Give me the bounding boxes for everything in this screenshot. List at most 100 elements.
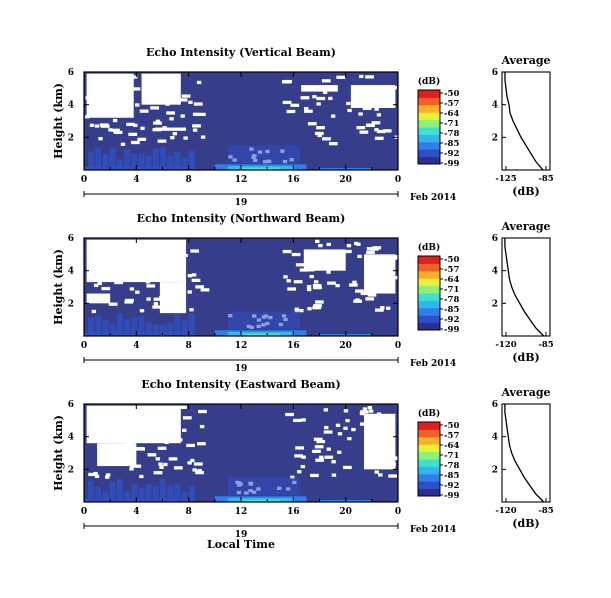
echo-streak xyxy=(138,153,145,170)
echo-streak xyxy=(87,151,95,170)
missing-data-cell xyxy=(147,453,157,457)
missing-data-cell xyxy=(161,96,170,100)
missing-data-cell xyxy=(130,140,140,145)
profile-y-tick-label: 2 xyxy=(492,133,498,143)
missing-data-cell xyxy=(129,467,134,471)
missing-data-cell xyxy=(112,250,117,254)
missing-data-cell xyxy=(153,297,163,301)
missing-data-cell xyxy=(165,102,170,106)
missing-data-cell xyxy=(99,426,109,430)
missing-data-cell xyxy=(98,137,103,141)
missing-data-cell xyxy=(139,474,144,479)
missing-data-cell xyxy=(120,142,126,146)
echo-streak xyxy=(181,157,188,170)
missing-data-cell xyxy=(182,416,192,420)
colorbar-tick-label: -92 xyxy=(444,149,459,159)
missing-data-cell xyxy=(291,252,301,257)
missing-data-cell xyxy=(138,406,143,410)
missing-data-cell xyxy=(118,412,127,417)
echo-streak xyxy=(109,323,116,336)
missing-data-cell xyxy=(388,256,398,260)
colorbar-tick-label: -50 xyxy=(444,421,459,431)
missing-data-cell xyxy=(384,263,394,268)
missing-data-cell xyxy=(188,100,193,104)
echo-streak xyxy=(102,491,109,502)
colorbar-tick-label: -71 xyxy=(444,285,459,295)
missing-data-cell xyxy=(369,281,378,285)
missing-data-cell xyxy=(376,129,386,134)
missing-data-cell xyxy=(145,80,155,84)
missing-data-cell xyxy=(124,440,134,444)
missing-data-cell xyxy=(397,417,407,422)
missing-data-cell xyxy=(307,122,317,126)
colorbar-segment xyxy=(418,473,440,482)
colorbar-segment xyxy=(418,256,440,264)
missing-data-cell xyxy=(377,420,382,424)
missing-data-cell xyxy=(88,472,97,477)
profile-line xyxy=(504,238,545,337)
missing-data-cell xyxy=(168,410,178,415)
missing-data-cell xyxy=(103,272,108,277)
missing-data-cell xyxy=(121,96,131,100)
panel-0: Echo Intensity (Vertical Beam) 0 4 8 12 16 20 0… xyxy=(52,46,554,208)
colorbar-segment xyxy=(418,149,440,158)
missing-data-cell xyxy=(173,265,178,269)
missing-data-cell xyxy=(343,426,348,430)
colorbar-segment xyxy=(418,97,440,106)
missing-data-cell xyxy=(326,270,331,274)
day-label: 19 xyxy=(235,364,248,374)
x-tick-label: 16 xyxy=(287,341,300,351)
colorbar-segment xyxy=(418,481,440,490)
echo-streak xyxy=(131,316,138,336)
missing-data-cell xyxy=(191,273,197,277)
missing-data-cell xyxy=(380,306,385,310)
profile-line xyxy=(504,72,544,171)
missing-data-cell xyxy=(362,407,368,411)
missing-data-cell xyxy=(359,422,369,426)
profile-x-tick-label: -120 xyxy=(495,340,516,350)
missing-data-cell xyxy=(374,470,379,474)
missing-data-cell xyxy=(316,439,326,444)
missing-data-cell xyxy=(379,268,389,272)
echo-streak xyxy=(123,319,131,336)
x-tick-label: 8 xyxy=(186,341,192,351)
missing-data-cell xyxy=(313,304,322,308)
missing-data-cell xyxy=(100,124,110,128)
colorbar-segment xyxy=(418,488,440,497)
missing-data-cell xyxy=(307,87,313,92)
missing-data-cell xyxy=(359,130,369,134)
colorbar-unit: (dB) xyxy=(418,242,440,253)
missing-data-cell xyxy=(170,269,180,273)
missing-data-cell xyxy=(324,455,334,459)
colorbar-segment xyxy=(418,156,440,165)
missing-data-cell xyxy=(91,87,96,91)
missing-data-cell xyxy=(152,128,162,132)
echo-streak xyxy=(188,150,195,170)
missing-data-cell xyxy=(322,137,331,141)
x-tick-label: 4 xyxy=(133,341,139,351)
missing-data-cell xyxy=(187,290,192,294)
missing-data-cell xyxy=(153,121,162,125)
missing-data-cell xyxy=(387,462,396,466)
missing-data-cell xyxy=(335,283,340,288)
missing-data-cell xyxy=(149,267,159,271)
missing-data-cell xyxy=(346,244,352,248)
echo-band xyxy=(241,167,281,170)
profile-y-tick-label: 6 xyxy=(492,400,498,410)
missing-data-cell xyxy=(168,457,178,461)
missing-data-cell xyxy=(316,96,326,101)
missing-data-cell xyxy=(346,101,351,106)
echo-streak xyxy=(188,313,195,336)
missing-data-cell xyxy=(145,280,151,284)
missing-data-cell xyxy=(134,427,140,431)
missing-data-cell xyxy=(157,436,162,440)
panel-1: Echo Intensity (Northward Beam)0 4 8 12 16 20… xyxy=(52,212,554,374)
missing-data-cell xyxy=(358,102,363,106)
colorbar-tick-label: -85 xyxy=(444,139,459,149)
missing-data-cell xyxy=(183,253,188,258)
x-tick-label: 8 xyxy=(186,175,192,185)
missing-data-cell xyxy=(168,251,173,255)
missing-data-cell xyxy=(315,239,320,244)
y-axis-label: Height (km) xyxy=(52,249,65,325)
missing-data-cell xyxy=(124,300,134,304)
